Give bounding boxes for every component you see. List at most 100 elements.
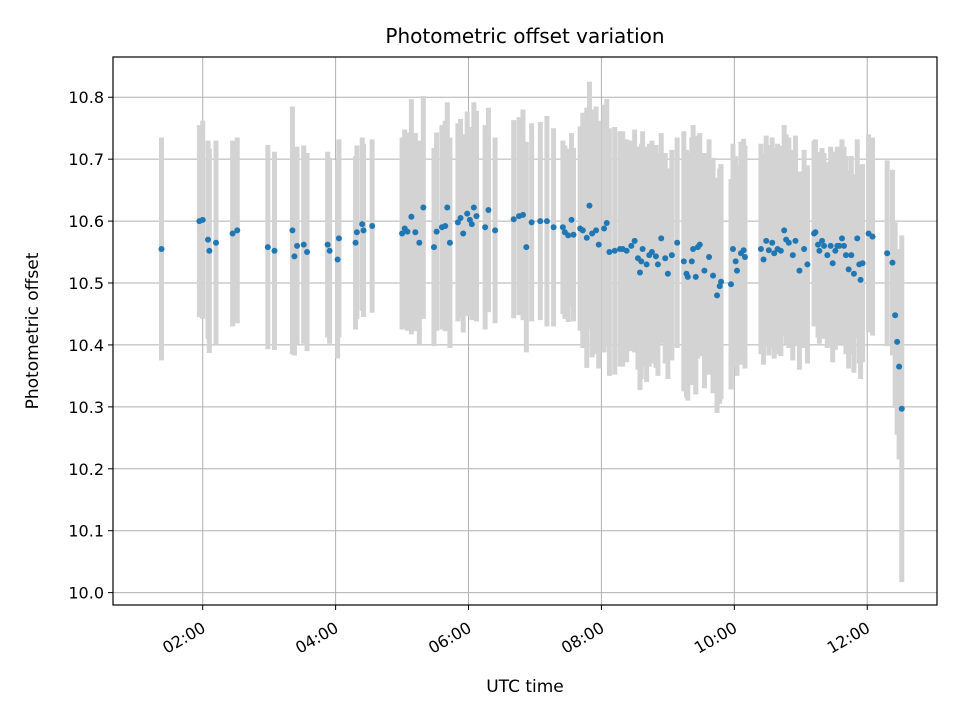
- data-point: [785, 239, 792, 246]
- data-point: [457, 214, 464, 221]
- data-point: [674, 239, 681, 246]
- data-point: [728, 281, 734, 288]
- data-point: [741, 254, 748, 261]
- data-point: [792, 237, 799, 244]
- data-point: [859, 260, 866, 267]
- data-point: [684, 273, 691, 280]
- data-point: [213, 239, 219, 246]
- data-point: [638, 258, 645, 265]
- data-point: [840, 242, 847, 249]
- data-point: [520, 211, 527, 218]
- data-point: [399, 230, 406, 237]
- data-point: [611, 247, 618, 254]
- data-point: [733, 267, 740, 274]
- data-point: [416, 239, 423, 246]
- data-point: [692, 273, 699, 280]
- data-point: [821, 242, 828, 249]
- data-point: [205, 236, 212, 243]
- data-point: [896, 363, 903, 370]
- y-tick-label: 10.1: [68, 522, 104, 541]
- data-point: [819, 237, 826, 244]
- data-point: [408, 213, 415, 220]
- data-point: [304, 249, 311, 256]
- y-tick-label: 10.2: [68, 460, 104, 479]
- data-point: [454, 219, 461, 226]
- data-point: [688, 258, 695, 265]
- y-tick-label: 10.6: [68, 212, 104, 231]
- y-tick-label: 10.3: [68, 398, 104, 417]
- data-point: [892, 312, 899, 319]
- data-point: [832, 247, 839, 254]
- data-point: [289, 227, 296, 234]
- y-tick-label: 10.7: [68, 150, 104, 169]
- data-point: [898, 405, 905, 412]
- data-point: [696, 241, 703, 248]
- data-point: [353, 229, 360, 236]
- data-point: [482, 224, 489, 231]
- data-point: [446, 239, 453, 246]
- data-point: [838, 235, 845, 242]
- chart-title: Photometric offset variation: [385, 24, 664, 48]
- data-point: [271, 247, 278, 254]
- data-point: [850, 270, 857, 277]
- data-point: [510, 216, 517, 223]
- data-point: [765, 247, 772, 254]
- data-point: [732, 258, 739, 265]
- data-point: [444, 204, 451, 211]
- data-point: [158, 245, 165, 252]
- data-point: [706, 254, 713, 261]
- data-point: [804, 261, 811, 268]
- data-point: [889, 259, 896, 266]
- data-point: [264, 244, 271, 251]
- data-point: [464, 210, 471, 217]
- y-axis-ticks: 10.0 10.1 10.2 10.3 10.4 10.5 10.6 10.7 10.8: [68, 88, 113, 603]
- data-point: [729, 245, 736, 252]
- data-point: [643, 261, 650, 268]
- data-point: [335, 235, 342, 242]
- data-point: [324, 241, 331, 248]
- data-point: [606, 249, 613, 256]
- data-point: [854, 235, 861, 242]
- data-point: [701, 267, 708, 274]
- data-point: [636, 269, 643, 276]
- data-point: [369, 223, 376, 230]
- data-point: [460, 230, 467, 237]
- data-point: [550, 224, 557, 231]
- data-point: [771, 250, 778, 257]
- data-point: [654, 261, 661, 268]
- data-point: [648, 249, 655, 256]
- data-point: [639, 245, 646, 252]
- data-point: [757, 245, 764, 252]
- x-axis-label: UTC time: [486, 677, 564, 697]
- data-point: [229, 230, 236, 237]
- data-point: [769, 239, 776, 246]
- data-point: [326, 247, 333, 254]
- data-point: [763, 237, 770, 244]
- data-point: [601, 225, 608, 232]
- data-point: [300, 241, 307, 248]
- data-point: [492, 227, 499, 234]
- data-point: [412, 229, 419, 236]
- data-point: [781, 227, 788, 234]
- data-point: [565, 232, 572, 239]
- data-point: [869, 233, 876, 240]
- data-point: [631, 237, 638, 244]
- data-point: [291, 253, 298, 260]
- data-point: [740, 247, 747, 254]
- data-point: [690, 245, 697, 252]
- data-point: [848, 252, 855, 259]
- data-point: [359, 221, 366, 228]
- data-point: [668, 252, 675, 259]
- data-point: [433, 228, 440, 235]
- data-point: [234, 227, 241, 234]
- data-point: [294, 242, 301, 249]
- data-point: [662, 255, 669, 262]
- data-point: [829, 260, 836, 267]
- data-point: [680, 258, 687, 265]
- data-point: [593, 227, 600, 234]
- data-point: [543, 218, 550, 225]
- data-point: [714, 292, 721, 299]
- data-point: [623, 247, 630, 254]
- data-point: [537, 218, 544, 225]
